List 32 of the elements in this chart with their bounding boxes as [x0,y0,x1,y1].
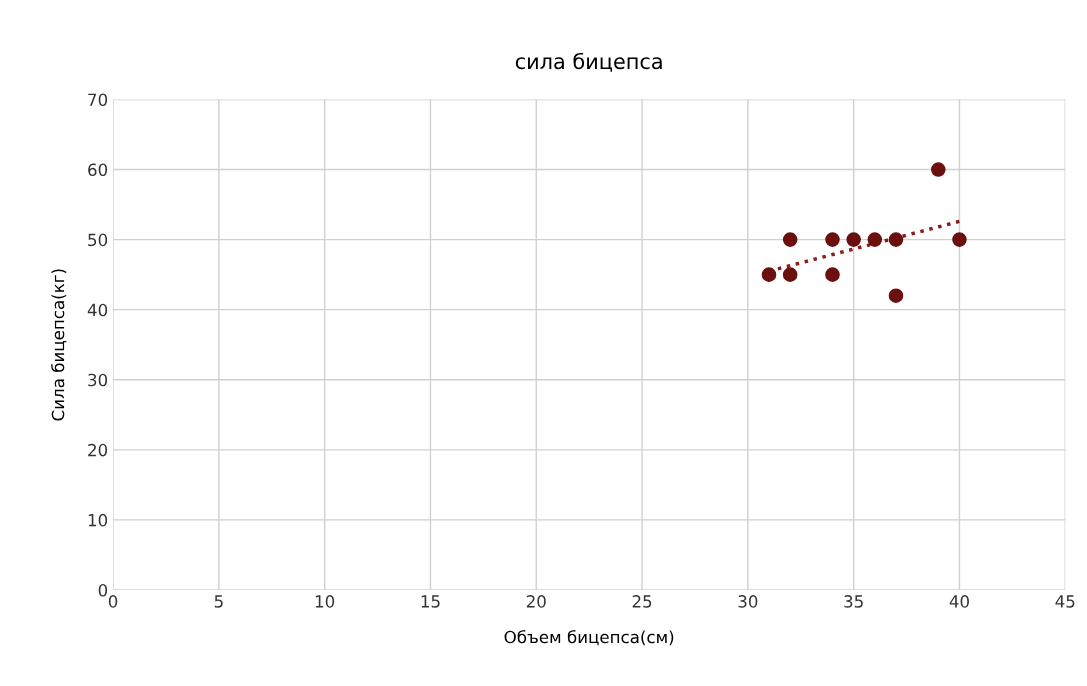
point [825,267,840,282]
y-axis-title: Сила бицепса(кг) [51,269,67,421]
x-tick-label: 25 [632,595,652,608]
y-tick-label: 40 [87,303,108,317]
point [782,232,798,247]
x-tick-label: 20 [526,595,546,608]
x-tick-label: 15 [421,595,440,608]
y-tick-label: 70 [88,93,108,107]
y-tick-label: 30 [88,373,108,387]
x-tick-label: 30 [738,595,758,608]
y-tick-label: 0 [98,583,108,597]
y-tick-label: 50 [88,233,108,247]
point [782,267,798,282]
point [867,232,883,247]
x-tick-label: 5 [214,595,223,608]
point [846,232,861,247]
point [888,232,904,247]
x-tick-label: 35 [844,595,863,608]
x-tick-label: 40 [949,595,969,608]
point [761,267,777,282]
y-tick-label: 20 [88,443,108,457]
y-tick-label: 60 [88,163,108,177]
point [825,232,840,247]
chart-title: сила бицепса [515,52,662,72]
x-tick-label: 45 [1055,595,1075,608]
point [931,162,946,177]
x-tick-label: 0 [108,595,118,608]
x-tick-label: 10 [315,595,335,608]
point [888,288,904,303]
point [952,232,967,247]
y-tick-label: 10 [88,513,108,527]
x-axis-title: Объем бицепса(см) [504,630,674,646]
